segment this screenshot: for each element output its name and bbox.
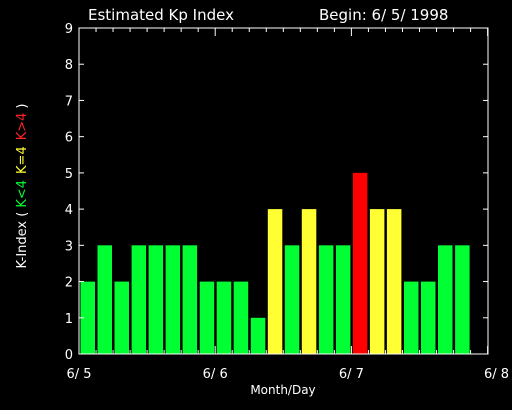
kp-bar (216, 281, 232, 354)
begin-date-label: Begin: 6/ 5/ 1998 (319, 6, 448, 24)
kp-bar (386, 209, 402, 354)
kp-bar (114, 281, 129, 354)
y-tick-label: 7 (65, 94, 73, 109)
y-tick-label: 1 (65, 312, 73, 327)
x-axis: 6/ 5 6/ 6 6/ 7 6/ 8 (66, 28, 509, 382)
x-tick-label: 6/ 8 (484, 367, 509, 382)
kp-bar (131, 245, 147, 354)
y-axis-label-low: K<4 (15, 180, 30, 208)
kp-bar (352, 172, 368, 354)
kp-bar (438, 245, 453, 354)
y-axis-label: K-Index ( K<4 K=4 K>4) (15, 103, 30, 268)
kp-bar (335, 245, 351, 354)
kp-bar (267, 209, 283, 354)
kp-bar (182, 245, 198, 354)
y-tick-label: 6 (65, 131, 73, 146)
y-tick-label: 4 (65, 203, 73, 218)
kp-bar (369, 209, 385, 354)
y-axis: 0 1 2 3 4 5 6 7 8 9 (65, 22, 488, 363)
kp-bar (97, 245, 112, 354)
kp-bar (80, 281, 95, 354)
kp-bar (404, 281, 419, 354)
x-axis-label: Month/Day (250, 383, 315, 397)
bars-group (80, 172, 470, 354)
y-tick-label: 0 (65, 348, 73, 363)
y-axis-label-equal: K=4 (15, 146, 30, 174)
y-tick-label: 9 (65, 22, 73, 37)
x-tick-label: 6/ 6 (203, 367, 228, 382)
kp-bar (318, 245, 334, 354)
y-axis-label-high: K>4 (15, 113, 30, 141)
chart-title: Estimated Kp Index (88, 6, 234, 24)
kp-bar (233, 281, 249, 354)
y-axis-label-prefix: K-Index ( (15, 212, 30, 269)
y-tick-label: 3 (65, 239, 73, 254)
kp-bar (421, 281, 436, 354)
y-tick-label: 5 (65, 167, 73, 182)
kp-bar (455, 245, 470, 354)
kp-bar (284, 245, 300, 354)
x-tick-label: 6/ 5 (66, 367, 91, 382)
kp-bar (199, 281, 215, 354)
y-tick-label: 2 (65, 276, 73, 291)
kp-bar (148, 245, 164, 354)
y-axis-label-suffix: ) (15, 103, 30, 108)
y-tick-label: 8 (65, 58, 73, 73)
x-tick-label: 6/ 7 (339, 367, 364, 382)
kp-bar (165, 245, 181, 354)
kp-bar (250, 317, 266, 354)
kp-bar (301, 209, 317, 354)
